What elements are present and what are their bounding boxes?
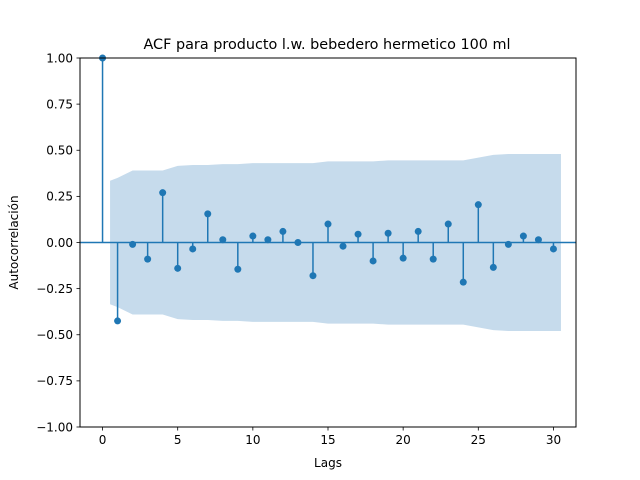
acf-point (129, 240, 137, 248)
y-ticks: −1.00 −0.75 −0.50 −0.25 0.00 0.25 0.50 0.75 1.00 (36, 51, 80, 434)
acf-point (174, 264, 182, 272)
y-tick-label: 0.00 (46, 236, 73, 250)
x-ticks: 0 5 10 15 20 25 30 (99, 427, 561, 447)
acf-point (354, 230, 362, 238)
x-axis-label: Lags (314, 456, 342, 470)
y-axis-label: Autocorrelación (7, 195, 21, 289)
acf-point (144, 255, 152, 263)
y-tick-label: −0.50 (36, 328, 73, 342)
y-tick-label: 0.25 (46, 190, 73, 204)
acf-point (294, 239, 302, 246)
acf-point (159, 189, 167, 197)
x-tick-label: 30 (546, 433, 561, 447)
acf-point (264, 236, 272, 244)
acf-point (489, 263, 497, 271)
acf-point (429, 255, 437, 263)
x-tick-label: 10 (245, 433, 260, 447)
x-tick-label: 25 (471, 433, 486, 447)
acf-point (249, 232, 257, 240)
acf-point (204, 210, 212, 218)
acf-point (534, 236, 542, 244)
acf-point (234, 265, 242, 273)
x-tick-label: 15 (320, 433, 335, 447)
acf-point (339, 242, 347, 250)
acf-point (474, 201, 482, 209)
chart-title: ACF para producto l.w. bebedero hermetic… (143, 37, 510, 53)
acf-point (459, 278, 467, 286)
acf-point (189, 245, 197, 253)
acf-point (114, 317, 122, 325)
acf-point (504, 240, 512, 248)
acf-point (309, 272, 317, 280)
y-tick-label: 0.50 (46, 144, 73, 158)
acf-point (384, 229, 392, 237)
y-tick-label: −0.75 (36, 374, 73, 388)
y-tick-label: 0.75 (46, 97, 73, 111)
x-tick-label: 0 (99, 433, 107, 447)
x-tick-label: 20 (396, 433, 411, 447)
acf-point (444, 220, 452, 228)
y-tick-label: 1.00 (46, 51, 73, 65)
acf-point (519, 232, 527, 240)
acf-point (414, 227, 422, 235)
y-tick-label: −1.00 (36, 420, 73, 434)
acf-point (279, 227, 287, 235)
acf-point (219, 236, 227, 244)
acf-point (549, 245, 557, 253)
y-tick-label: −0.25 (36, 282, 73, 296)
x-tick-label: 5 (174, 433, 182, 447)
stem-layer (99, 54, 557, 325)
acf-point (369, 257, 377, 265)
acf-point (399, 254, 407, 262)
acf-point (324, 220, 332, 228)
